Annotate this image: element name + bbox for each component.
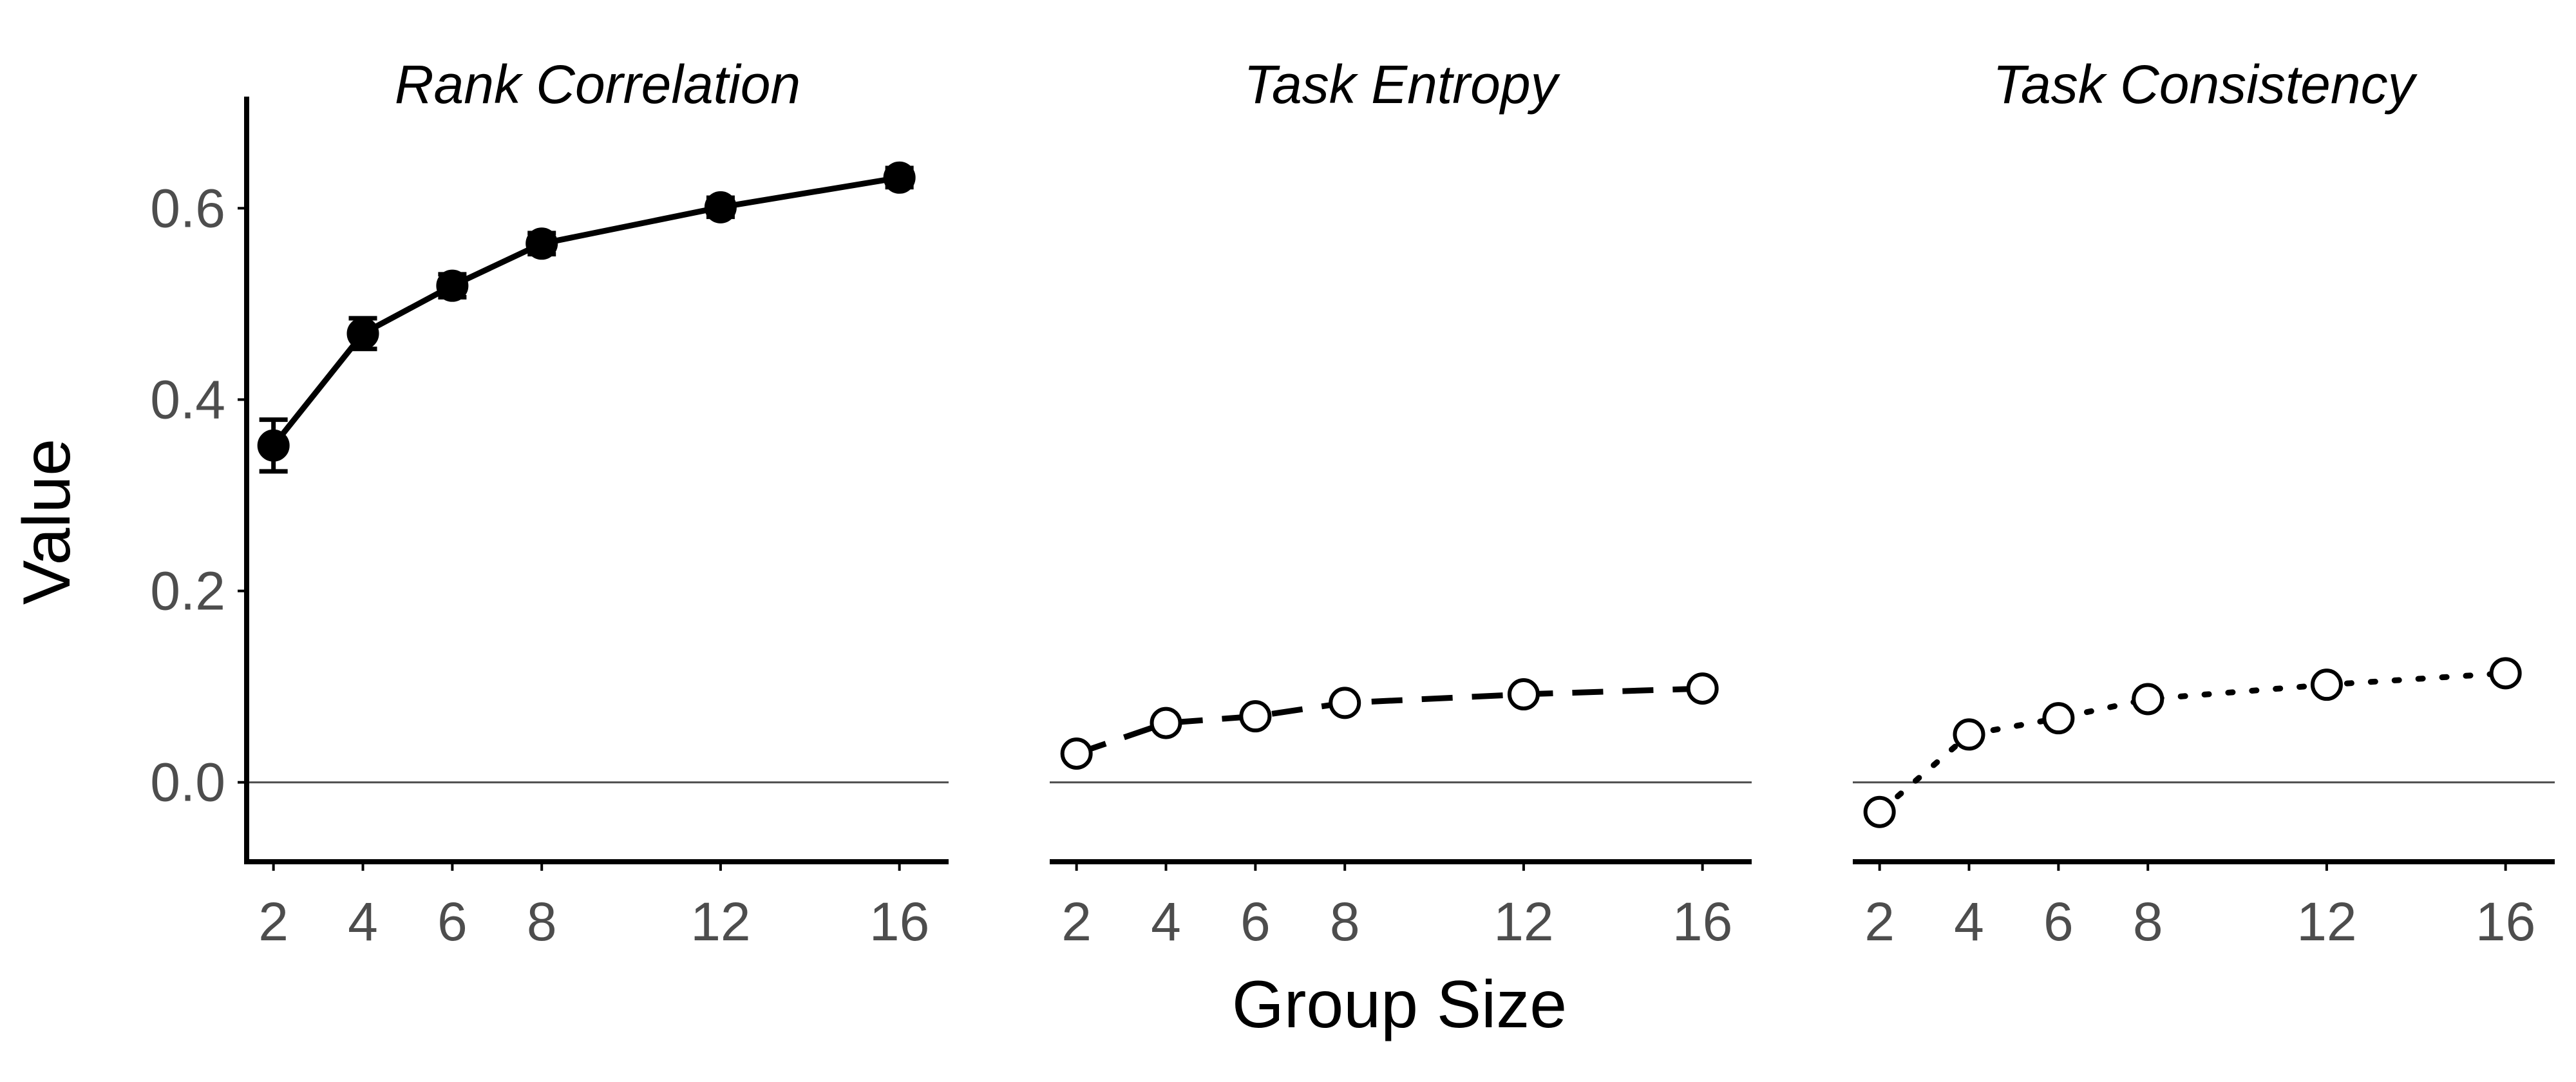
panel-1: Rank Correlation 2 4 6 8 12 16 0.0 0.2 0.4 0.6: [150, 54, 949, 952]
data-point: [346, 317, 379, 350]
x-tick-label: 16: [2476, 891, 2535, 952]
y-tick-label: 0.2: [150, 561, 225, 622]
x-tick-label: 12: [2297, 891, 2356, 952]
y-tick-label: 0.0: [150, 752, 225, 813]
x-tick-label: 2: [1061, 891, 1092, 952]
data-point: [883, 161, 916, 194]
data-point: [2489, 657, 2522, 690]
data-point: [2042, 702, 2075, 735]
panel-title: Task Entropy: [1244, 54, 1560, 115]
x-tick-label: 4: [1954, 891, 1984, 952]
data-point: [1863, 795, 1896, 828]
data-point: [1686, 672, 1719, 705]
data-point: [1150, 707, 1182, 739]
x-tick-label: 12: [1493, 891, 1553, 952]
x-tick-label: 8: [1330, 891, 1360, 952]
x-tick-label: 4: [1151, 891, 1181, 952]
data-point: [1239, 700, 1272, 733]
x-axis-title: Group Size: [1232, 967, 1567, 1042]
data-point: [1507, 678, 1540, 711]
x-tick-label: 6: [2043, 891, 2074, 952]
x-tick-label: 16: [869, 891, 929, 952]
data-point: [1329, 687, 1361, 719]
x-tick-label: 4: [348, 891, 378, 952]
panel-title: Task Consistency: [1993, 54, 2418, 115]
x-tick-label: 8: [527, 891, 557, 952]
x-tick-label: 2: [1864, 891, 1895, 952]
data-point: [436, 269, 469, 302]
x-tick-label: 8: [2133, 891, 2163, 952]
y-axis-title: Value: [10, 439, 84, 605]
x-tick-label: 6: [437, 891, 468, 952]
y-tick-label: 0.4: [150, 369, 225, 430]
data-point: [704, 191, 737, 223]
y-tick-label: 0.6: [150, 178, 225, 238]
x-tick-label: 16: [1672, 891, 1732, 952]
data-point: [2310, 669, 2343, 701]
x-tick-label: 12: [690, 891, 750, 952]
panel-2: Task Entropy 2 4 6 8 12 16: [1050, 54, 1752, 952]
data-point: [1060, 737, 1093, 770]
panel-3: Task Consistency 2 4 6 8 12 16: [1853, 54, 2555, 952]
data-point: [257, 429, 290, 462]
series-line: [271, 175, 900, 448]
panel-title: Rank Correlation: [395, 54, 800, 115]
x-tick-label: 2: [258, 891, 289, 952]
x-tick-label: 6: [1240, 891, 1271, 952]
data-point: [2132, 683, 2164, 716]
data-point: [526, 227, 558, 260]
data-point: [1953, 718, 1985, 751]
series-line: [1877, 670, 2509, 815]
